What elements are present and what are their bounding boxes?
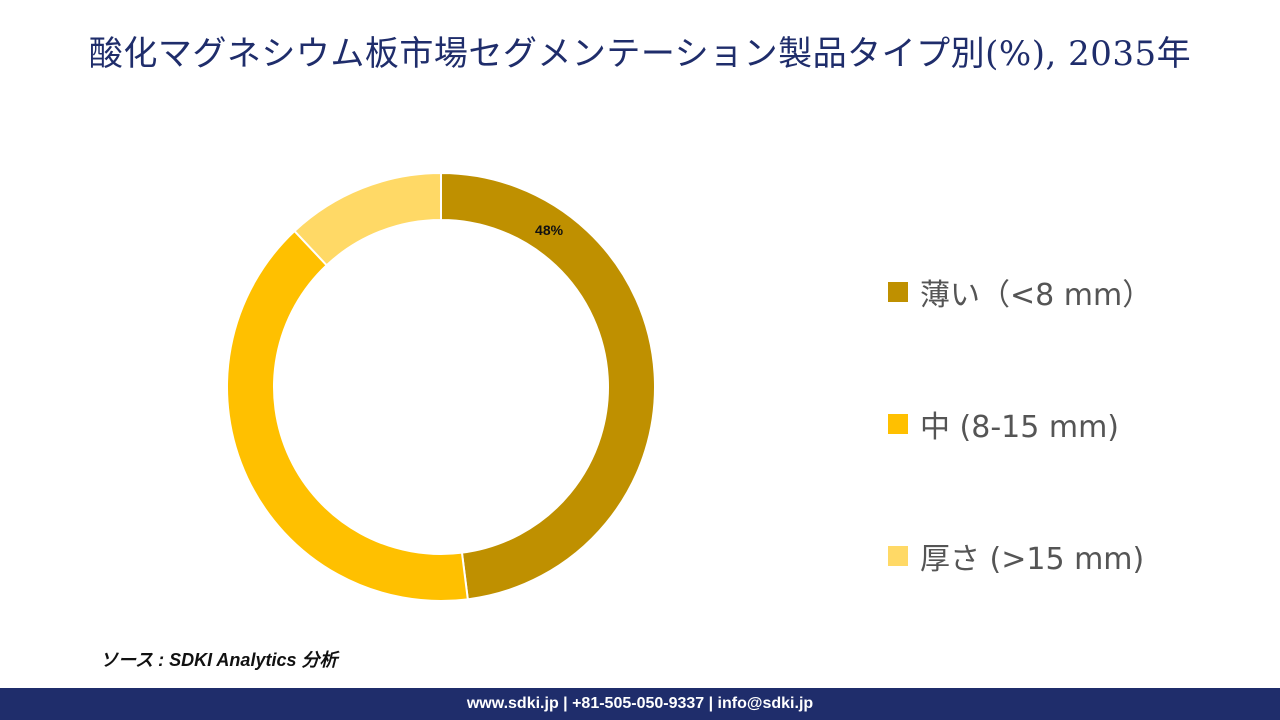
slice-thin — [440, 171, 656, 601]
data-labels-group: 48% — [535, 222, 564, 238]
legend-swatch-thick — [888, 546, 908, 566]
slices-group — [226, 171, 656, 602]
legend-label-medium: 中 (8-15 mm) — [920, 410, 1120, 445]
legend-label-thin: 薄い（<8 mm） — [920, 278, 1153, 313]
donut-chart: 48% — [226, 171, 656, 602]
slice-medium — [226, 229, 469, 602]
legend-item-medium: 中 (8-15 mm) — [888, 402, 1119, 446]
legend-item-thick: 厚さ (>15 mm) — [888, 534, 1144, 578]
legend-item-thin: 薄い（<8 mm） — [888, 270, 1152, 314]
chart-title: 酸化マグネシウム板市場セグメンテーション製品タイプ別(%), 2035年 — [88, 34, 1192, 74]
slice-thick — [293, 171, 442, 267]
source-note: ソース : SDKI Analytics 分析 — [100, 650, 338, 670]
legend-swatch-medium — [888, 414, 908, 434]
data-label-thin: 48% — [535, 222, 564, 238]
legend-swatch-thin — [888, 282, 908, 302]
footer-bar: www.sdki.jp | +81-505-050-9337 | info@sd… — [0, 688, 1280, 720]
legend-label-thick: 厚さ (>15 mm) — [920, 542, 1145, 577]
